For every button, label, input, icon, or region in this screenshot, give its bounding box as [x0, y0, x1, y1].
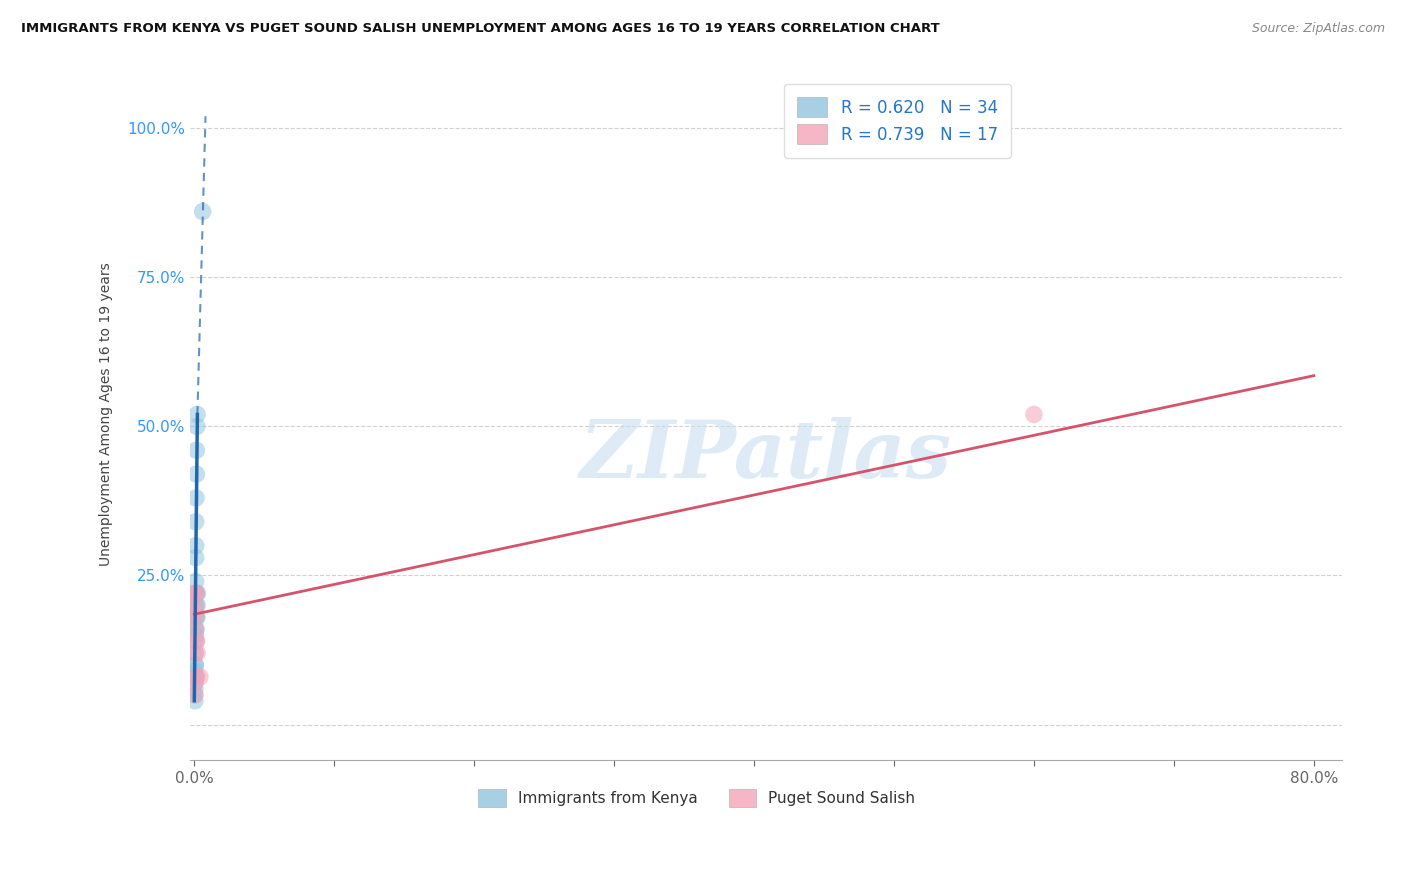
Point	[184, 676, 207, 690]
Point	[186, 443, 208, 458]
Point	[184, 586, 207, 600]
Point	[1022, 408, 1045, 422]
Point	[184, 657, 207, 672]
Point	[184, 599, 207, 613]
Point	[184, 515, 207, 529]
Point	[184, 622, 207, 636]
Point	[186, 408, 208, 422]
Point	[184, 634, 207, 648]
Point	[184, 676, 207, 690]
Point	[186, 467, 208, 481]
Point	[184, 628, 207, 642]
Point	[184, 622, 207, 636]
Point	[186, 670, 208, 684]
Point	[184, 646, 207, 660]
Point	[184, 688, 207, 702]
Text: IMMIGRANTS FROM KENYA VS PUGET SOUND SALISH UNEMPLOYMENT AMONG AGES 16 TO 19 YEA: IMMIGRANTS FROM KENYA VS PUGET SOUND SAL…	[21, 22, 939, 36]
Point	[188, 670, 211, 684]
Point	[184, 604, 207, 618]
Point	[184, 586, 207, 600]
Point	[184, 599, 207, 613]
Point	[186, 599, 208, 613]
Point	[184, 694, 207, 708]
Point	[184, 646, 207, 660]
Point	[186, 610, 208, 624]
Point	[184, 670, 207, 684]
Point	[184, 670, 207, 684]
Point	[184, 688, 207, 702]
Point	[191, 204, 214, 219]
Point	[184, 664, 207, 678]
Y-axis label: Unemployment Among Ages 16 to 19 years: Unemployment Among Ages 16 to 19 years	[100, 262, 114, 566]
Point	[184, 586, 207, 600]
Point	[184, 539, 207, 553]
Point	[184, 657, 207, 672]
Point	[186, 419, 208, 434]
Point	[184, 574, 207, 589]
Point	[186, 610, 208, 624]
Point	[184, 670, 207, 684]
Point	[184, 491, 207, 505]
Point	[184, 610, 207, 624]
Text: Source: ZipAtlas.com: Source: ZipAtlas.com	[1251, 22, 1385, 36]
Point	[184, 599, 207, 613]
Point	[186, 634, 208, 648]
Point	[184, 681, 207, 696]
Text: ZIPatlas: ZIPatlas	[579, 417, 952, 495]
Point	[184, 610, 207, 624]
Point	[186, 646, 208, 660]
Point	[184, 550, 207, 565]
Legend: Immigrants from Kenya, Puget Sound Salish: Immigrants from Kenya, Puget Sound Salis…	[471, 781, 922, 815]
Point	[184, 586, 207, 600]
Point	[184, 634, 207, 648]
Point	[186, 586, 208, 600]
Point	[186, 586, 208, 600]
Point	[184, 586, 207, 600]
Point	[184, 622, 207, 636]
